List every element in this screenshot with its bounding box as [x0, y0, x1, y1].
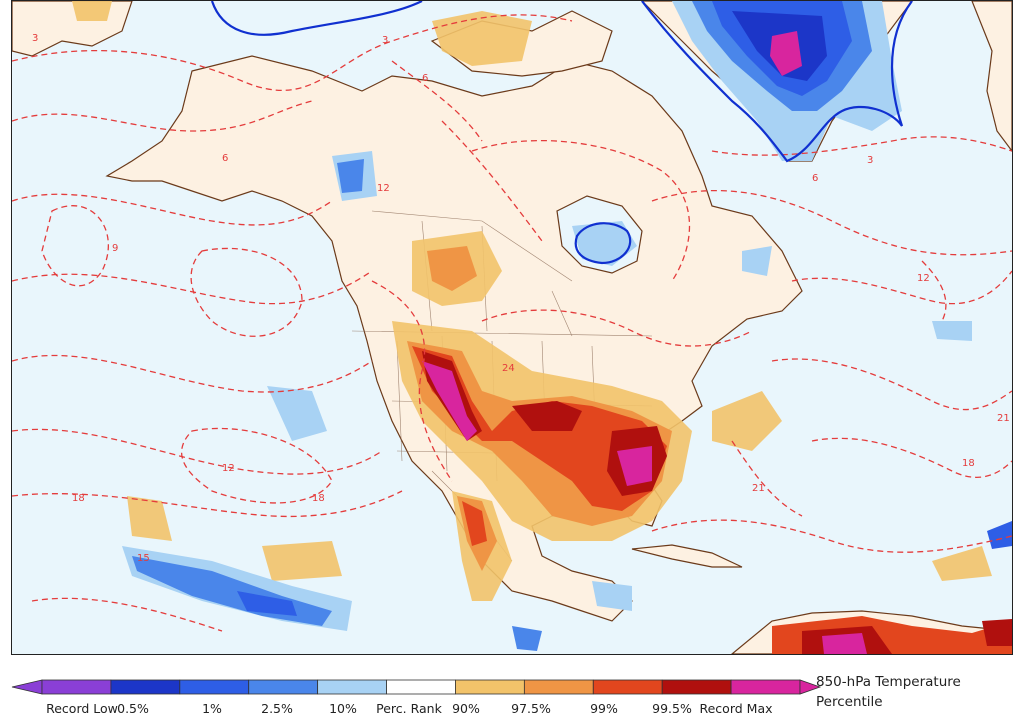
colorbar-segment [41, 679, 112, 695]
colorbar-segment [730, 679, 801, 695]
contour-label: 12 [917, 273, 930, 284]
colorbar-segments [11, 679, 822, 695]
colorbar-label: 2.5% [261, 701, 293, 716]
contour-label: 21 [752, 483, 765, 494]
temperature-contours [12, 14, 1012, 632]
contour-label: 3 [382, 35, 388, 46]
contour-label: 6 [812, 173, 818, 184]
contour-label: 24 [502, 363, 515, 374]
colorbar-label: Record Max [699, 701, 773, 716]
colorbar-label: 90% [452, 701, 480, 716]
colorbar-label: Record Low [46, 701, 118, 716]
colorbar-segment [110, 679, 181, 695]
contour-label: 3 [867, 155, 873, 166]
colorbar-title: 850-hPa Temperature Percentile [816, 672, 961, 712]
colorbar-segment [592, 679, 663, 695]
colorbar-label: 10% [329, 701, 357, 716]
colorbar-label: 0.5% [117, 701, 149, 716]
contour-label: 12 [222, 463, 235, 474]
colorbar [11, 679, 822, 695]
contour-label: 6 [222, 153, 228, 164]
contour-label: 3 [32, 33, 38, 44]
warm-anomaly-shading [72, 1, 1012, 654]
colorbar-segment [179, 679, 250, 695]
colorbar-label: Perc. Rank [376, 701, 442, 716]
zero-degree-contours [210, 1, 913, 265]
map-canvas: 3 3 3 6 6 6 9 12 12 12 15 18 18 18 21 21… [12, 1, 1012, 654]
colorbar-segment [455, 679, 525, 695]
contour-label: 21 [997, 413, 1010, 424]
contour-label: 15 [137, 553, 150, 564]
contour-label: 18 [72, 493, 85, 504]
colorbar-segment [386, 679, 456, 695]
colorbar-label: 1% [202, 701, 222, 716]
cuba-island [631, 544, 743, 568]
colorbar-left-arrow [11, 679, 43, 695]
colorbar-segment [661, 679, 732, 695]
map-panel: 3 3 3 6 6 6 9 12 12 12 15 18 18 18 21 21… [11, 0, 1013, 655]
europe-land [971, 1, 1012, 152]
contour-label: 18 [312, 493, 325, 504]
colorbar-title-line2: Percentile [816, 694, 883, 710]
colorbar-label: 97.5% [511, 701, 551, 716]
contour-label: 6 [422, 73, 428, 84]
contour-label: 12 [377, 183, 390, 194]
colorbar-label: 99% [590, 701, 618, 716]
contour-label: 18 [962, 458, 975, 469]
cold-anomaly-shading [122, 1, 1012, 651]
colorbar-segment [523, 679, 594, 695]
colorbar-segment [317, 679, 387, 695]
colorbar-label: 99.5% [652, 701, 692, 716]
colorbar-title-line1: 850-hPa Temperature [816, 674, 961, 690]
colorbar-segment [248, 679, 319, 695]
contour-label: 9 [112, 243, 118, 254]
colorbar-right-arrow [799, 679, 822, 695]
contour-labels: 3 3 3 6 6 6 9 12 12 12 15 18 18 18 21 21… [32, 33, 1010, 564]
